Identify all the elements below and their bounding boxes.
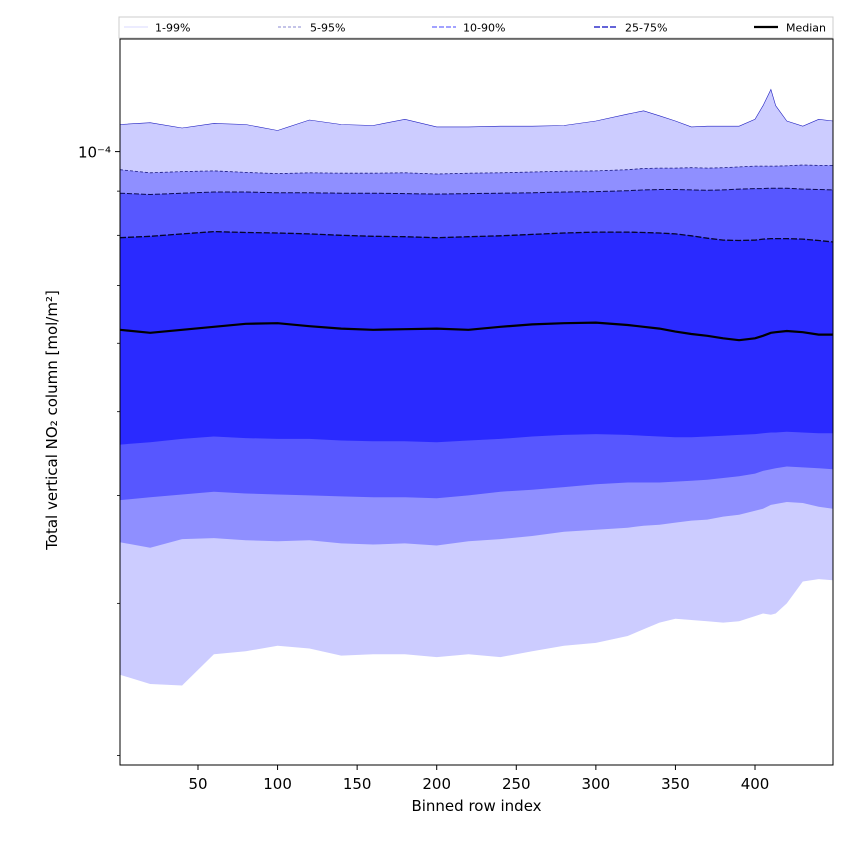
edge-10-90: [119, 187, 834, 196]
edge-25-75: [119, 230, 834, 243]
x-tick-label: 50: [188, 775, 207, 793]
x-tick-label: 200: [422, 775, 451, 793]
x-axis-ticks: 50 100 150 200 250 300 350 400: [188, 765, 769, 793]
legend-label: Median: [786, 22, 826, 35]
y-axis-label: Total vertical NO₂ column [mol/m²]: [43, 290, 61, 551]
y-axis-ticks: 10⁻⁴: [78, 144, 120, 756]
x-axis-label: Binned row index: [411, 797, 541, 815]
legend-label: 5-95%: [310, 22, 345, 35]
percentile-lines: [119, 88, 834, 342]
legend-label: 10-90%: [463, 22, 505, 35]
plot-frame: [119, 38, 834, 766]
legend-box: [118, 16, 834, 39]
x-tick-label: 350: [661, 775, 690, 793]
x-tick-label: 300: [582, 775, 611, 793]
band-25-75: [120, 231, 833, 445]
y-tick-label: 10⁻⁴: [78, 144, 111, 162]
legend-label: 25-75%: [625, 22, 667, 35]
median-line: [119, 321, 833, 342]
x-tick-label: 150: [343, 775, 372, 793]
edge-5-95: [119, 164, 833, 175]
legend-label: 1-99%: [155, 22, 190, 35]
x-tick-label: 400: [741, 775, 770, 793]
x-tick-label: 250: [502, 775, 531, 793]
percentile-bands: [120, 89, 833, 686]
legend: 1-99% 5-95% 10-90% 25-75% Median: [118, 16, 834, 39]
x-tick-label: 100: [263, 775, 292, 793]
edge-1-99: [119, 88, 834, 131]
